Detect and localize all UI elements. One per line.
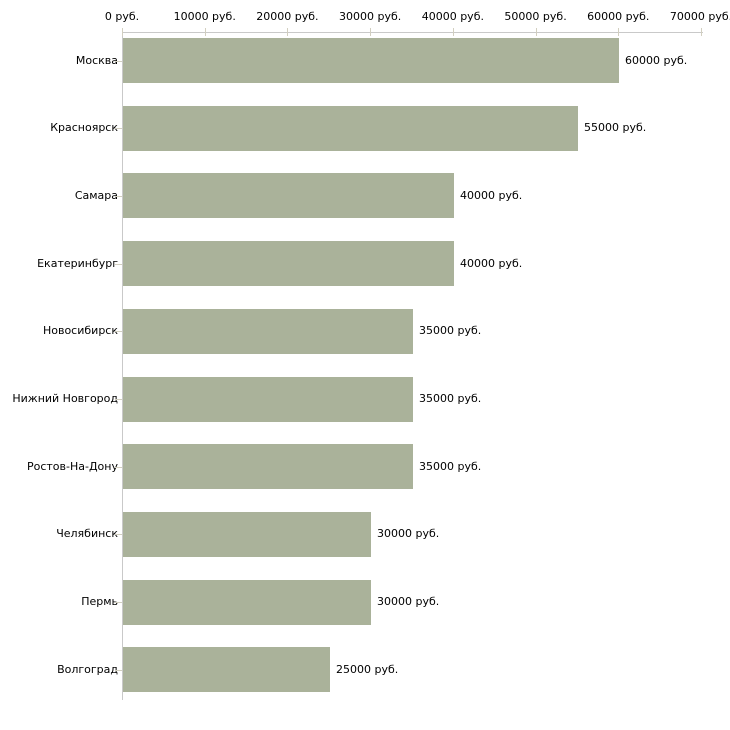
category-label: Самара [74, 189, 118, 202]
bar [123, 377, 413, 422]
bar [123, 38, 619, 83]
x-tick-mark [122, 28, 123, 36]
y-tick-mark [115, 61, 122, 62]
category-label: Пермь [81, 595, 118, 608]
bar-value-label: 40000 руб. [460, 257, 523, 270]
y-tick-mark [115, 602, 122, 603]
x-tick-label: 30000 руб. [339, 10, 402, 23]
bar [123, 647, 330, 692]
x-tick-mark [370, 28, 372, 36]
x-axis-line [122, 32, 703, 33]
bar-value-label: 35000 руб. [419, 324, 482, 337]
x-tick-label: 20000 руб. [256, 10, 319, 23]
category-label: Красноярск [50, 121, 118, 134]
y-tick-mark [115, 534, 122, 535]
category-label: Нижний Новгород [12, 392, 118, 405]
y-tick-mark [115, 331, 122, 332]
bar-value-label: 55000 руб. [584, 121, 647, 134]
y-tick-mark [115, 467, 122, 468]
x-tick-mark [287, 28, 289, 36]
x-tick-mark [204, 28, 206, 36]
y-tick-mark [115, 670, 122, 671]
x-tick-mark [535, 28, 537, 36]
bar [123, 309, 413, 354]
category-label: Екатеринбург [37, 257, 118, 270]
category-label: Волгоград [57, 663, 118, 676]
x-tick-label: 10000 руб. [173, 10, 236, 23]
x-tick-label: 40000 руб. [421, 10, 484, 23]
y-tick-mark [115, 196, 122, 197]
bar-value-label: 30000 руб. [377, 595, 440, 608]
bar [123, 173, 454, 218]
category-label: Новосибирск [42, 324, 118, 337]
bar-value-label: 30000 руб. [377, 527, 440, 540]
y-tick-mark [115, 264, 122, 265]
y-tick-mark [115, 128, 122, 129]
category-label: Москва [75, 54, 118, 67]
x-tick-mark [701, 28, 702, 36]
bar-value-label: 35000 руб. [419, 392, 482, 405]
bar-value-label: 25000 руб. [336, 663, 399, 676]
bar [123, 580, 371, 625]
bar-value-label: 40000 руб. [460, 189, 523, 202]
category-label: Челябинск [56, 527, 118, 540]
bar-value-label: 35000 руб. [419, 460, 482, 473]
x-tick-label: 60000 руб. [587, 10, 650, 23]
bar-value-label: 60000 руб. [625, 54, 688, 67]
bar [123, 512, 371, 557]
category-label: Ростов-На-Дону [26, 460, 118, 473]
x-tick-label: 0 руб. [104, 10, 140, 23]
x-tick-mark [618, 28, 620, 36]
y-tick-mark [115, 399, 122, 400]
bar [123, 106, 578, 151]
x-tick-mark [452, 28, 454, 36]
y-axis-line [122, 32, 123, 700]
x-tick-label: 70000 руб. [669, 10, 730, 23]
bar [123, 444, 413, 489]
bar [123, 241, 454, 286]
x-tick-label: 50000 руб. [504, 10, 567, 23]
